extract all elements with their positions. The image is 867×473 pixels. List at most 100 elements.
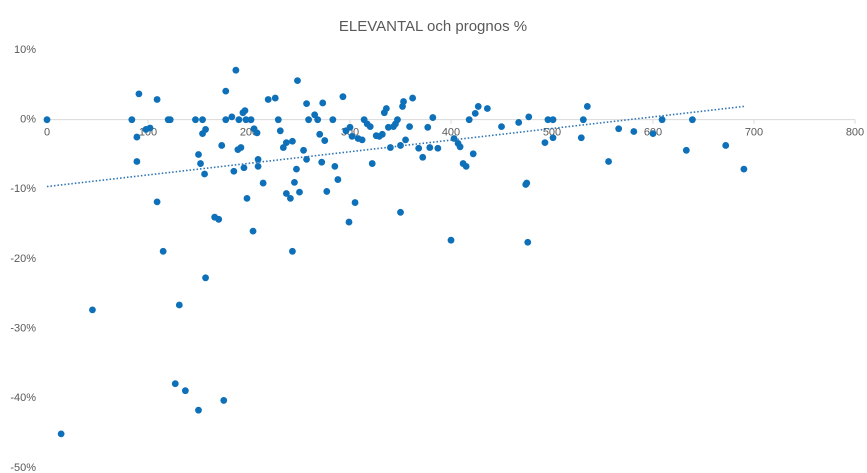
point — [424, 123, 432, 131]
point — [57, 430, 65, 438]
point — [682, 146, 690, 154]
point — [192, 116, 199, 124]
point — [406, 123, 413, 131]
point — [259, 179, 267, 187]
point — [334, 176, 342, 183]
point — [243, 194, 251, 202]
point — [426, 144, 434, 151]
point — [397, 142, 404, 149]
point — [345, 218, 353, 226]
point — [483, 105, 491, 112]
point — [305, 116, 312, 124]
point — [43, 116, 51, 124]
point — [456, 143, 464, 151]
point — [253, 129, 261, 137]
point — [434, 144, 442, 152]
point — [378, 130, 386, 138]
point — [264, 96, 272, 103]
point — [429, 114, 437, 121]
point — [515, 119, 523, 126]
point — [89, 306, 96, 314]
point — [321, 137, 329, 144]
point — [291, 178, 298, 186]
y-tick-label: -50% — [10, 462, 36, 473]
point — [605, 158, 612, 165]
point — [228, 113, 236, 121]
point — [447, 236, 455, 244]
point — [222, 116, 230, 124]
point — [128, 116, 136, 124]
point — [282, 190, 290, 197]
point — [311, 111, 319, 119]
point — [525, 113, 533, 121]
point — [523, 179, 531, 187]
y-tick-label: -20% — [10, 253, 36, 265]
point — [329, 116, 337, 124]
point — [232, 66, 240, 74]
point — [382, 105, 390, 112]
point — [318, 158, 326, 166]
point — [197, 160, 204, 167]
point — [649, 130, 657, 138]
point — [254, 162, 262, 170]
y-tick-label: 10% — [14, 44, 36, 56]
point — [237, 144, 245, 151]
point — [387, 144, 394, 151]
point — [254, 155, 262, 163]
point — [287, 194, 294, 202]
y-tick-label: -40% — [10, 392, 36, 404]
point — [402, 136, 409, 144]
point — [419, 153, 427, 161]
point — [450, 135, 458, 142]
point — [583, 103, 591, 110]
point — [240, 164, 248, 172]
chart-title: ELEVANTAL och prognos % — [339, 18, 527, 35]
point — [276, 127, 284, 135]
point — [400, 98, 407, 105]
point — [282, 139, 290, 147]
y-tick-label: -10% — [10, 183, 36, 195]
point — [175, 301, 183, 309]
point — [199, 116, 206, 124]
x-tick-label: 800 — [846, 127, 864, 139]
point — [314, 116, 322, 124]
x-tick-label: 700 — [745, 127, 763, 139]
point — [271, 94, 279, 102]
point — [300, 146, 307, 154]
point — [316, 130, 324, 138]
point — [331, 162, 339, 170]
point — [348, 132, 356, 140]
point — [195, 151, 202, 158]
point — [658, 116, 666, 124]
point — [215, 215, 223, 223]
point — [722, 142, 730, 149]
point — [549, 134, 557, 142]
x-tick-label: 0 — [44, 127, 50, 139]
point — [740, 165, 748, 173]
point — [323, 188, 331, 195]
point — [249, 227, 257, 235]
point — [339, 93, 347, 101]
point — [218, 142, 226, 149]
point — [133, 133, 141, 141]
point — [471, 109, 479, 117]
y-tick-label: 0% — [20, 114, 36, 126]
point — [366, 123, 374, 131]
point — [242, 116, 250, 124]
point — [181, 387, 189, 395]
point — [368, 160, 376, 167]
point — [397, 208, 404, 216]
point — [133, 158, 141, 165]
point — [319, 99, 327, 107]
point — [135, 90, 143, 98]
point — [241, 107, 249, 115]
point — [577, 134, 585, 142]
point — [166, 116, 174, 124]
point — [688, 116, 696, 124]
point — [498, 123, 505, 131]
point — [415, 144, 423, 152]
point — [474, 103, 482, 110]
point — [230, 167, 238, 175]
point — [462, 162, 470, 170]
